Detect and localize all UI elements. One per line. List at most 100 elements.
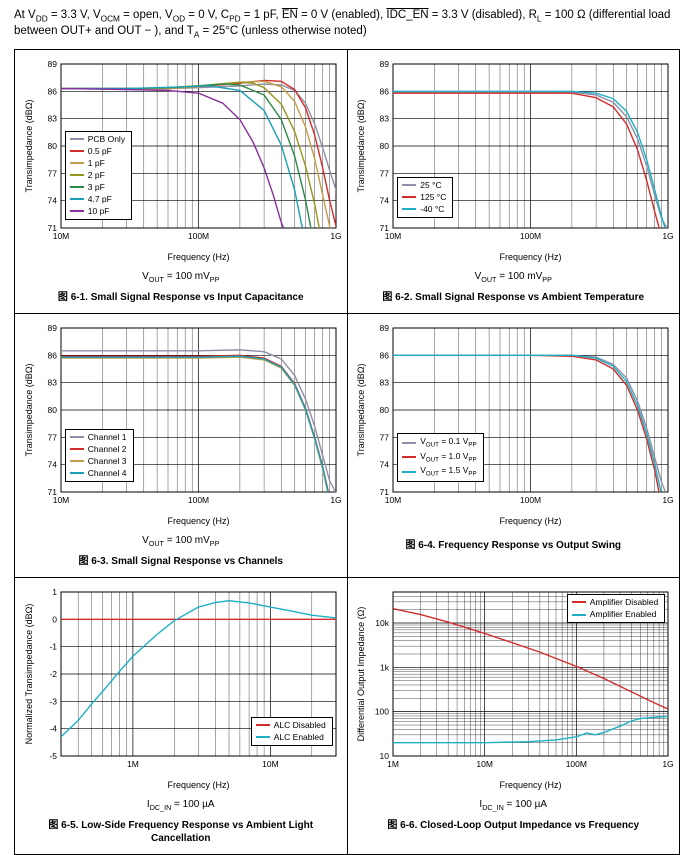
legend-label: Channel 2	[87, 443, 127, 454]
legend-label: Channel 4	[87, 467, 127, 478]
legend-item: VOUT = 1.0 VPP	[402, 450, 477, 465]
svg-text:77: 77	[380, 168, 390, 178]
legend-line-swatch	[69, 448, 84, 451]
svg-text:10M: 10M	[385, 495, 402, 505]
chart-6-6: 1M 10M 100M 1G 10 100 1k 10k Frequency (Hz) Dif…	[351, 584, 675, 796]
legend-item: ALC Enabled	[255, 731, 326, 743]
legend-6-4: VOUT = 0.1 VPP VOUT = 1.0 VPP VOUT = 1.5…	[397, 433, 484, 482]
chart-6-1: 10M 100M 1G 71 74 77 80 83 86 89 Frequency (Hz) T…	[19, 56, 343, 268]
legend-item: Channel 4	[69, 467, 127, 479]
legend-label: 1 pF	[87, 157, 105, 168]
svg-text:74: 74	[47, 460, 57, 470]
svg-text:89: 89	[380, 323, 390, 333]
legend-item: Amplifier Enabled	[571, 609, 659, 620]
svg-text:89: 89	[47, 59, 57, 69]
legend-6-3: Channel 1 Channel 2 Channel 3 Channel 4	[64, 428, 134, 482]
legend-label: VOUT = 1.0 VPP	[420, 450, 477, 464]
chart-6-6-caption: 图 6-6. Closed-Loop Output Impedance vs F…	[387, 819, 640, 831]
legend-line-swatch	[571, 601, 586, 604]
legend-line-swatch	[69, 472, 84, 475]
legend-item: 0.5 pF	[69, 146, 125, 157]
svg-text:74: 74	[380, 196, 390, 206]
svg-text:100M: 100M	[520, 231, 541, 241]
chart-cell-6-6: 1M 10M 100M 1G 10 100 1k 10k Frequency (Hz) Dif…	[347, 577, 680, 855]
svg-text:10M: 10M	[477, 759, 494, 769]
y-axis-label: Normalized Transimpedance (dBΩ)	[24, 604, 34, 745]
legend-label: 3 pF	[87, 181, 105, 192]
svg-text:71: 71	[380, 223, 390, 233]
chart-svg-6-5: 1M 10M 1 0 -1 -2 -3 -4 -5 Frequency (Hz) Normali…	[24, 587, 337, 790]
svg-text:-4: -4	[49, 724, 57, 734]
svg-text:1M: 1M	[127, 759, 139, 769]
svg-text:80: 80	[380, 405, 390, 415]
legend-item: Channel 1	[69, 432, 127, 443]
svg-text:1k: 1k	[380, 662, 390, 672]
y-axis-label: Transimpedance (dBΩ)	[24, 363, 34, 456]
svg-text:1M: 1M	[387, 759, 399, 769]
legend-label: VOUT = 1.5 VPP	[420, 465, 477, 478]
legend-item: 25 °C	[402, 180, 446, 191]
legend-line-swatch	[69, 436, 84, 439]
svg-text:71: 71	[47, 487, 57, 497]
svg-text:-1: -1	[49, 642, 57, 652]
legend-item: 4.7 pF	[69, 193, 125, 205]
y-axis-label: Differential Output Impedance (Ω)	[356, 607, 366, 742]
svg-text:100: 100	[375, 707, 389, 717]
svg-text:80: 80	[47, 405, 57, 415]
x-axis-label: Frequency (Hz)	[500, 516, 562, 526]
legend-label: 125 °C	[420, 191, 447, 202]
y-axis-label: Transimpedance (dBΩ)	[24, 99, 34, 192]
y-axis-label: Transimpedance (dBΩ)	[356, 99, 366, 192]
legend-label: 25 °C	[420, 179, 442, 190]
y-axis-label: Transimpedance (dBΩ)	[356, 363, 366, 456]
chart-6-2: 10M 100M 1G 71 74 77 80 83 86 89 Frequency (Hz) T…	[351, 56, 675, 268]
chart-6-5-condition: IDC_IN = 100 µA	[146, 798, 215, 812]
svg-text:10: 10	[380, 751, 390, 761]
svg-text:100M: 100M	[188, 495, 209, 505]
chart-6-2-condition: VOUT = 100 mVPP	[474, 270, 552, 284]
chart-6-5: 1M 10M 1 0 -1 -2 -3 -4 -5 Frequency (Hz) Normali…	[19, 584, 343, 796]
svg-text:10M: 10M	[52, 495, 69, 505]
legend-line-swatch	[255, 736, 270, 739]
chart-6-3: 10M 100M 1G 71 74 77 80 83 86 89 Frequency (Hz) T…	[19, 320, 343, 532]
svg-text:-2: -2	[49, 669, 57, 679]
legend-item: Channel 2	[69, 443, 127, 455]
legend-6-5: ALC Disabled ALC Enabled	[250, 716, 333, 746]
legend-line-swatch	[402, 208, 417, 211]
legend-label: Amplifier Disabled	[589, 596, 659, 607]
chart-cell-6-2: 10M 100M 1G 71 74 77 80 83 86 89 Frequency (Hz) T…	[347, 49, 680, 314]
legend-item: 1 pF	[69, 157, 125, 169]
legend-item: -40 °C	[402, 204, 446, 215]
svg-text:1: 1	[52, 587, 57, 597]
svg-text:83: 83	[47, 378, 57, 388]
svg-text:10M: 10M	[262, 759, 279, 769]
svg-text:77: 77	[47, 432, 57, 442]
legend-line-swatch	[69, 162, 84, 165]
legend-line-swatch	[402, 184, 417, 187]
x-axis-label: Frequency (Hz)	[500, 252, 562, 262]
legend-6-1: PCB Only 0.5 pF 1 pF 2 pF 3 pF 4.7 pF 10…	[64, 130, 133, 220]
svg-text:89: 89	[380, 59, 390, 69]
svg-text:86: 86	[47, 86, 57, 96]
svg-text:83: 83	[380, 114, 390, 124]
legend-item: VOUT = 0.1 VPP	[402, 436, 477, 450]
legend-item: VOUT = 1.5 VPP	[402, 465, 477, 479]
legend-line-swatch	[571, 613, 586, 616]
legend-item: PCB Only	[69, 133, 126, 145]
legend-label: PCB Only	[87, 133, 126, 144]
legend-label: ALC Enabled	[273, 731, 324, 742]
svg-text:83: 83	[47, 114, 57, 124]
chart-cell-6-5: 1M 10M 1 0 -1 -2 -3 -4 -5 Frequency (Hz) Normali…	[15, 577, 348, 855]
svg-text:-5: -5	[49, 751, 57, 761]
svg-text:77: 77	[47, 168, 57, 178]
legend-line-swatch	[69, 460, 84, 463]
x-axis-label: Frequency (Hz)	[500, 780, 562, 790]
legend-line-swatch	[69, 150, 84, 153]
legend-6-2: 25 °C 125 °C -40 °C	[397, 176, 454, 218]
legend-item: 2 pF	[69, 169, 125, 181]
charts-grid: 10M 100M 1G 71 74 77 80 83 86 89 Frequency (Hz) T…	[14, 48, 680, 855]
legend-label: 2 pF	[87, 169, 105, 180]
legend-line-swatch	[69, 210, 84, 213]
datasheet-page: At VDD = 3.3 V, VOCM = open, VOD = 0 V, …	[14, 9, 680, 855]
legend-label: 4.7 pF	[87, 193, 112, 204]
